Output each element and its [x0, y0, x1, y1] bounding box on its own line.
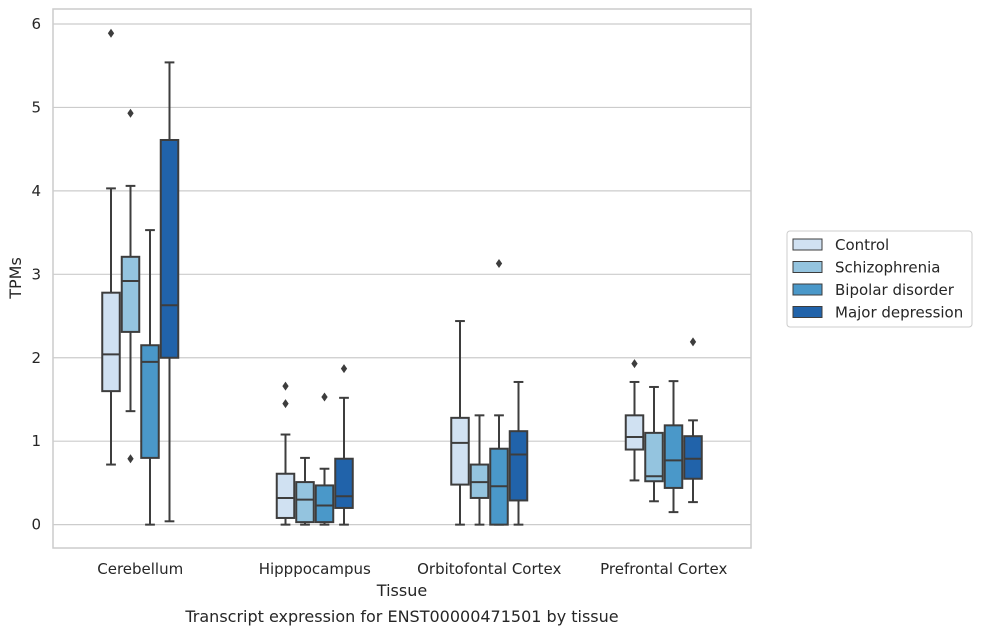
- legend-label: Bipolar disorder: [835, 281, 955, 299]
- legend-item: Bipolar disorder: [792, 281, 955, 299]
- outlier-point: [340, 364, 348, 374]
- box-plot: [295, 456, 315, 526]
- box-plot: [644, 385, 664, 503]
- legend-swatch: [792, 306, 823, 318]
- legend: Control Schizophrenia Bipolar disorder Majo…: [786, 230, 973, 328]
- box: [140, 344, 160, 459]
- box: [663, 424, 684, 489]
- y-ticks: 0 1 2 3 4 5 6: [31, 15, 41, 534]
- box-plot: [663, 380, 684, 514]
- outlier-point: [127, 454, 134, 464]
- box: [334, 457, 354, 509]
- y-tick-label: 6: [31, 15, 41, 33]
- outlier-point: [321, 392, 328, 402]
- box-plot: [624, 359, 645, 482]
- x-ticks: Cerebellum Hipppocampus Orbitofontal Corte…: [97, 560, 727, 578]
- chart-caption: Transcript expression for ENST0000047150…: [184, 607, 618, 626]
- y-tick-label: 4: [31, 182, 41, 200]
- legend-item: Schizophrenia: [792, 259, 940, 277]
- legend-label: Control: [835, 236, 889, 254]
- outlier-point: [282, 381, 289, 391]
- legend-swatch: [792, 238, 823, 251]
- x-tick-label: Prefrontal Cortex: [600, 560, 727, 578]
- y-tick-label: 1: [31, 432, 41, 450]
- box: [159, 138, 180, 359]
- box-plot: [489, 258, 509, 526]
- y-tick-label: 5: [31, 98, 41, 116]
- box: [275, 472, 296, 519]
- box: [450, 416, 470, 486]
- y-axis-label: TPMs: [6, 257, 25, 300]
- y-tick-label: 3: [31, 265, 41, 283]
- box-plot: [508, 380, 529, 526]
- box-plot: [334, 364, 354, 526]
- legend-label: Schizophrenia: [835, 259, 940, 277]
- outlier-point: [127, 108, 134, 118]
- outlier-point: [282, 399, 289, 409]
- box-plot: [469, 414, 490, 526]
- legend-frame: [786, 230, 973, 328]
- box-plot: [120, 108, 141, 464]
- legend-item: Major depression: [792, 304, 963, 322]
- x-tick-label: Cerebellum: [97, 560, 183, 578]
- box: [508, 430, 529, 502]
- box: [644, 431, 664, 483]
- legend-item: Control: [792, 236, 889, 254]
- box-plot: [159, 61, 180, 523]
- y-tick-label: 0: [31, 516, 41, 534]
- x-tick-label: Orbitofontal Cortex: [417, 560, 561, 578]
- box: [120, 255, 141, 333]
- box-plot: [101, 28, 121, 466]
- box-plot: [314, 392, 335, 526]
- box-plot: [140, 229, 160, 526]
- box-plot: [275, 381, 296, 526]
- box: [624, 414, 645, 451]
- box-plot: [683, 337, 703, 504]
- box-plot: [450, 320, 470, 526]
- box: [295, 481, 315, 524]
- box-plots: [101, 28, 703, 526]
- outlier-point: [495, 258, 503, 268]
- plot-area: [52, 8, 752, 549]
- outlier-point: [689, 337, 697, 347]
- box: [683, 435, 703, 480]
- outlier-point: [631, 359, 638, 369]
- outlier-point: [107, 28, 115, 38]
- y-tick-label: 2: [31, 349, 41, 367]
- box: [101, 291, 121, 393]
- x-tick-label: Hipppocampus: [259, 560, 371, 578]
- legend-label: Major depression: [835, 304, 963, 322]
- legend-swatch: [792, 283, 823, 296]
- x-axis-label: Tissue: [376, 581, 427, 600]
- legend-swatch: [792, 261, 823, 273]
- box: [314, 484, 335, 524]
